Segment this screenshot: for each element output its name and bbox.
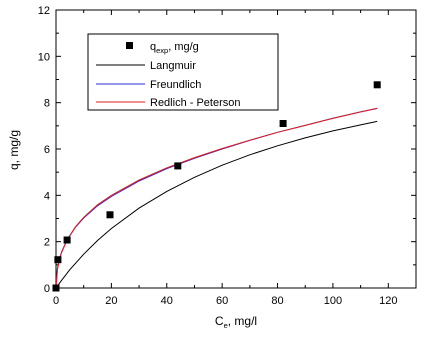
data-point-qexp	[52, 284, 60, 292]
x-tick-label: 20	[105, 295, 117, 307]
y-tick-label: 2	[44, 237, 50, 249]
data-point-qexp	[54, 256, 62, 264]
legend-entry-qexp: qexp, mg/g	[126, 41, 199, 55]
legend-entry-redlich-peterson: Redlich - Peterson	[96, 97, 241, 109]
legend-label-freundlich: Freundlich	[150, 79, 201, 91]
x-tick-label: 120	[379, 295, 397, 307]
x-tick-label: 40	[161, 295, 173, 307]
y-axis: 0 2 4 6 8 10 12	[38, 5, 416, 295]
y-tick-label: 0	[44, 283, 50, 295]
y-tick-label: 4	[44, 190, 50, 202]
legend-label-qexp: qexp, mg/g	[150, 41, 199, 55]
legend-label-redlich-peterson: Redlich - Peterson	[150, 97, 241, 109]
series-line-redlich-peterson	[56, 107, 378, 288]
data-point-qexp	[174, 162, 182, 170]
legend-entry-langmuir: Langmuir	[96, 60, 196, 72]
x-tick-label: 0	[53, 295, 59, 307]
data-point-qexp	[63, 236, 71, 244]
y-tick-label: 12	[38, 5, 50, 17]
data-point-qexp	[106, 211, 114, 219]
series-points	[52, 81, 381, 292]
series-line-langmuir	[56, 120, 378, 288]
y-axis-title: q, mg/g	[7, 130, 21, 170]
series-lines	[56, 107, 378, 288]
legend-entry-freundlich: Freundlich	[96, 79, 201, 91]
x-axis-title: Ce, mg/l	[215, 314, 257, 330]
data-point-qexp	[279, 120, 287, 127]
x-tick-label: 80	[271, 295, 283, 307]
legend-label-langmuir: Langmuir	[150, 60, 196, 72]
data-point-qexp	[373, 81, 381, 89]
legend-marker-square	[126, 42, 133, 49]
x-tick-label: 100	[324, 295, 342, 307]
x-tick-label: 60	[216, 295, 228, 307]
y-tick-label: 6	[44, 144, 50, 156]
x-axis: 0 20 40 60 80 100 120	[53, 10, 397, 307]
y-tick-label: 10	[38, 51, 50, 63]
legend-box	[87, 33, 279, 111]
y-tick-label: 8	[44, 98, 50, 110]
legend: qexp, mg/g Langmuir Freundlich Redlich -…	[87, 33, 279, 111]
